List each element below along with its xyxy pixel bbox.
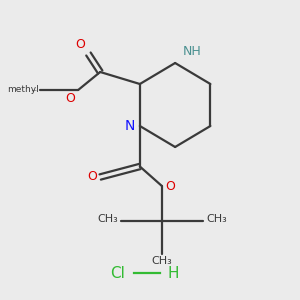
Text: H: H: [168, 266, 179, 280]
Text: CH₃: CH₃: [206, 214, 227, 224]
Text: CH₃: CH₃: [97, 214, 118, 224]
Text: O: O: [76, 38, 85, 51]
Text: Cl: Cl: [110, 266, 125, 280]
Text: CH₃: CH₃: [152, 256, 172, 266]
Text: O: O: [165, 179, 175, 193]
Text: O: O: [87, 170, 97, 184]
Text: methyl: methyl: [32, 89, 37, 91]
Text: NH: NH: [182, 46, 201, 59]
Text: methyl: methyl: [33, 89, 38, 91]
Text: methyl: methyl: [7, 85, 38, 94]
Text: N: N: [124, 119, 135, 133]
Text: O: O: [65, 92, 75, 104]
